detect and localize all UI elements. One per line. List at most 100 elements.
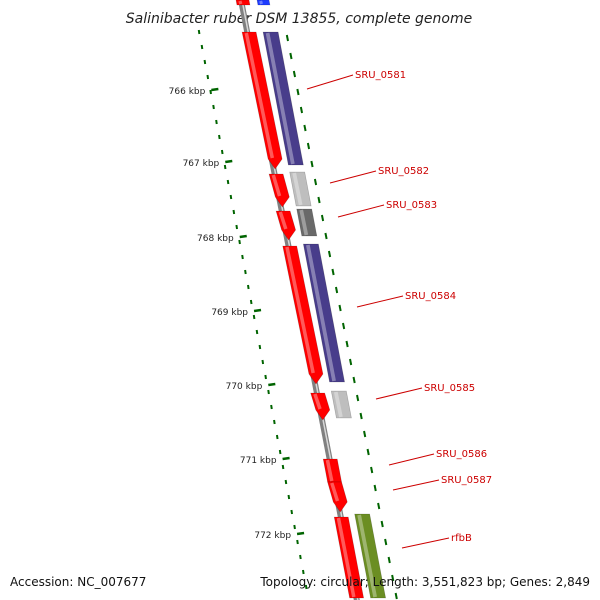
track-dot [293,524,296,530]
track-dot [200,44,204,50]
label-leader-sru-0583 [337,204,385,218]
gene-arrow-sru-0581-shade [265,32,295,165]
scale-tick-label: 771 kbp [240,456,277,466]
track-dot [203,59,207,65]
scale-tick-label: 768 kbp [197,234,234,244]
track-dot [235,224,239,230]
track-dot [334,286,339,294]
scale-tick-label: 769 kbp [211,308,248,318]
gene-arrow-rfbb [354,513,386,599]
cds-arrow-shade [238,0,243,5]
cds-arrow [275,210,296,241]
label-leader-sru-0582 [329,170,377,184]
scale-tick [282,456,290,461]
track-dot [261,359,265,365]
track-dot [247,284,250,290]
gene-arrow-sru-0583-shade [299,209,309,236]
gene-arrow-sru-0584-shade [306,244,336,382]
gene-arrow-sru-0585 [330,390,352,419]
track-dot [299,106,304,114]
track-dot [384,538,388,546]
track-dot [281,464,285,470]
gene-arrow [256,0,271,6]
cds-arrow [241,31,283,170]
track-dot [352,376,356,384]
dotted-tracks [197,29,398,600]
track-dot [292,70,297,78]
cds-arrow [333,516,364,599]
gene-label-rfbb: rfbB [451,533,472,544]
label-leader-sru-0581 [306,74,354,90]
track-dot [264,374,267,380]
gene-arrow-sru-0582 [289,171,312,207]
track-dot [226,179,230,185]
gene-arrow-sru-0584 [302,243,345,383]
track-dot [289,52,293,60]
track-dot [229,194,233,200]
track-dot [206,74,210,80]
gene-label-sru-0585: SRU_0585 [424,383,475,394]
scale-tick [253,308,262,313]
track-dot [285,34,290,42]
cds-arrow [268,173,290,208]
track-dot [197,29,201,35]
genome-summary-text: Topology: circular; Length: 3,551,823 bp… [259,575,590,589]
label-leader-sru-0584 [356,295,404,308]
gene-arrow-shade [259,0,263,5]
gene-arrow-sru-0581 [262,31,304,166]
track-dot [380,520,384,528]
cds-arrow-shade [285,246,315,374]
cds-arrow [310,392,331,421]
label-leader-sru-0586 [388,453,435,466]
track-dot [303,124,307,132]
track-dot [270,404,273,410]
cds-arrow-shade [244,32,275,159]
track-dot [241,254,244,260]
track-dot [313,178,318,186]
gene-arrow-sru-0585-shade [333,391,343,418]
cds-arrow-shade [278,211,288,230]
scale-tick-label: 767 kbp [183,159,220,169]
track-dot [363,430,367,438]
track-dot [244,269,247,275]
track-dot [218,134,221,140]
gene-arrow-sru-0583 [296,208,318,237]
track-dot [232,209,236,215]
track-dot [223,164,227,170]
label-leader-rfbb [401,537,450,549]
cds-arrow-sru-0586-shade [325,459,334,482]
track-dot [212,104,215,110]
track-dot [249,299,253,305]
track-dot [284,479,288,485]
track-dot [296,88,300,96]
track-dot [302,569,305,575]
map-title: Salinibacter ruber DSM 13855, complete g… [126,11,472,27]
gene-arrow-sru-0582-shade [292,172,303,206]
track-dot [258,344,262,350]
track-dot [391,574,395,582]
track-dot [373,484,377,492]
scale-tick [268,382,276,387]
gene-label-sru-0587: SRU_0587 [441,475,492,486]
accession-text: Accession: NC_007677 [10,575,146,589]
track-dot [299,554,302,560]
scale-tick [239,234,247,239]
track-dot [220,149,224,155]
track-dot [209,89,212,95]
track-dot [320,214,325,222]
track-dot [345,340,349,348]
feature-track [235,0,386,599]
track-dot [215,119,218,125]
track-dot [394,592,398,600]
scale-ruler: 766 kbp 767 kbp 768 kbp 769 kbp 770 kbp 771 k… [169,87,305,541]
track-dot [377,502,381,510]
track-dot [238,239,241,245]
cds-arrow-shade [271,174,282,197]
gene-label-sru-0583: SRU_0583 [386,200,437,211]
track-dot [359,412,363,420]
label-leader-sru-0585 [375,387,423,400]
track-dot [306,142,311,150]
gene-label-sru-0582: SRU_0582 [378,166,429,177]
track-dot [310,160,314,168]
